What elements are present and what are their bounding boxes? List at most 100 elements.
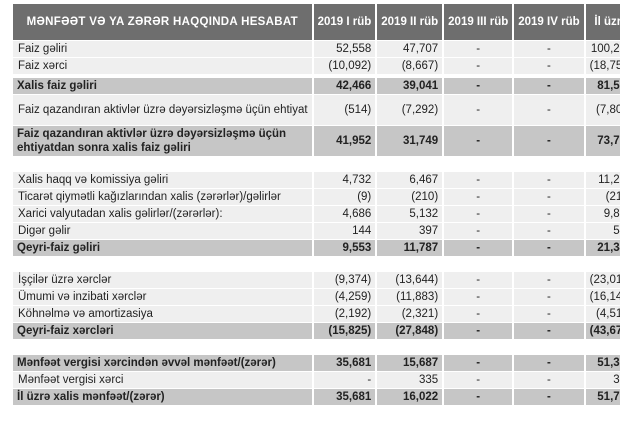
row-label: Qeyri-faiz gəliri bbox=[13, 240, 312, 256]
cell-value: 9,818 bbox=[585, 206, 620, 222]
spacer bbox=[13, 157, 620, 171]
cell-value: 6,467 bbox=[377, 172, 443, 188]
row-label: Faiz qazandıran aktivlər üzrə dəyərsizlə… bbox=[13, 95, 312, 125]
cell-value: - bbox=[444, 306, 513, 322]
spacer-row bbox=[13, 257, 620, 271]
row-label: Digər gəlir bbox=[13, 223, 312, 239]
table-row: Faiz qazandıran aktivlər üzrə dəyərsizlə… bbox=[13, 95, 620, 125]
cell-value: - bbox=[514, 126, 584, 156]
cell-value: (2,192) bbox=[313, 306, 376, 322]
cell-value: (8,667) bbox=[377, 58, 443, 74]
table-row: Ümumi və inzibati xərclər (4,259) (11,883)… bbox=[13, 289, 620, 305]
cell-value: (7,292) bbox=[377, 95, 443, 125]
table-row: Ticarət qiymətli kağızlarından xalis (zə… bbox=[13, 189, 620, 205]
row-label: Köhnəlmə və amortizasiya bbox=[13, 306, 312, 322]
row-label: Xalis haqq və komissiya gəliri bbox=[13, 172, 312, 188]
cell-value: 4,732 bbox=[313, 172, 376, 188]
row-label: Faiz xərci bbox=[13, 58, 312, 74]
cell-value: 51,368 bbox=[585, 355, 620, 371]
cell-value: 100,265 bbox=[585, 41, 620, 57]
spacer bbox=[13, 257, 620, 271]
row-label: Mənfəət vergisi xərcindən əvvəl mənfəət/… bbox=[13, 355, 312, 371]
spacer bbox=[13, 340, 620, 354]
cell-value: 51,703 bbox=[585, 389, 620, 405]
row-label: Xarici valyutadan xalis gəlirlər/(zərərl… bbox=[13, 206, 312, 222]
cell-value: 42,466 bbox=[313, 78, 376, 94]
table-row: Xarici valyutadan xalis gəlirlər/(zərərl… bbox=[13, 206, 620, 222]
table-row: Faiz xərci(10,092)(8,667)--(18,759) bbox=[13, 58, 620, 74]
table-row: İşçilər üzrə xərclər (9,374) (13,644) - - (23… bbox=[13, 272, 620, 288]
cell-value: (15,825) bbox=[313, 323, 376, 339]
cell-value: - bbox=[514, 289, 584, 305]
row-label: Mənfəət vergisi xərci bbox=[13, 372, 312, 388]
spacer-row bbox=[13, 75, 620, 77]
cell-value: (514) bbox=[313, 95, 376, 125]
cell-value: - bbox=[514, 372, 584, 388]
cell-value: - bbox=[514, 223, 584, 239]
cell-value: (10,092) bbox=[313, 58, 376, 74]
cell-value: - bbox=[444, 206, 513, 222]
cell-value: (13,644) bbox=[377, 272, 443, 288]
cell-value: - bbox=[514, 240, 584, 256]
cell-value: (9,374) bbox=[313, 272, 376, 288]
column-header: İl üzrə bbox=[585, 4, 620, 40]
cell-value: - bbox=[444, 78, 513, 94]
cell-value: - bbox=[444, 372, 513, 388]
cell-value: (210) bbox=[377, 189, 443, 205]
table-row: Xalis haqq və komissiya gəliri 4,732 6,467… bbox=[13, 172, 620, 188]
cell-value: 11,787 bbox=[377, 240, 443, 256]
cell-value: - bbox=[514, 306, 584, 322]
cell-value: - bbox=[514, 323, 584, 339]
cell-value: 31,749 bbox=[377, 126, 443, 156]
cell-value: - bbox=[444, 289, 513, 305]
cell-value: 21,340 bbox=[585, 240, 620, 256]
cell-value: - bbox=[444, 272, 513, 288]
cell-value: 35,681 bbox=[313, 355, 376, 371]
cell-value: - bbox=[444, 323, 513, 339]
row-label: Faiz gəliri bbox=[13, 41, 312, 57]
cell-value: - bbox=[444, 172, 513, 188]
column-header: 2019 III rüb bbox=[444, 4, 513, 40]
cell-value: (23,018) bbox=[585, 272, 620, 288]
cell-value: - bbox=[444, 389, 513, 405]
cell-value: - bbox=[514, 206, 584, 222]
cell-value: 47,707 bbox=[377, 41, 443, 57]
cell-value: (27,848) bbox=[377, 323, 443, 339]
cell-value: - bbox=[514, 78, 584, 94]
cell-value: (2,321) bbox=[377, 306, 443, 322]
row-label: Ticarət qiymətli kağızlarından xalis (zə… bbox=[13, 189, 312, 205]
cell-value: 397 bbox=[377, 223, 443, 239]
column-header: 2019 IV rüb bbox=[514, 4, 584, 40]
cell-value: - bbox=[514, 95, 584, 125]
row-label: Qeyri-faiz xərcləri bbox=[13, 323, 312, 339]
cell-value: - bbox=[514, 172, 584, 188]
cell-value: (4,513) bbox=[585, 306, 620, 322]
column-header: 2019 I rüb bbox=[313, 4, 376, 40]
cell-value: 16,022 bbox=[377, 389, 443, 405]
cell-value: 541 bbox=[585, 223, 620, 239]
cell-value: 335 bbox=[585, 372, 620, 388]
cell-value: - bbox=[444, 126, 513, 156]
cell-value: 335 bbox=[377, 372, 443, 388]
cell-value: - bbox=[514, 389, 584, 405]
cell-value: 15,687 bbox=[377, 355, 443, 371]
cell-value: (11,883) bbox=[377, 289, 443, 305]
cell-value: 11,200 bbox=[585, 172, 620, 188]
table-title: MƏNFƏƏT VƏ YA ZƏRƏR HAQQINDA HESABAT bbox=[13, 4, 312, 40]
row-label: İşçilər üzrə xərclər bbox=[13, 272, 312, 288]
cell-value: (7,806) bbox=[585, 95, 620, 125]
table-row: Faiz qazandıran aktivlər üzrə dəyərsizlə… bbox=[13, 126, 620, 156]
cell-value: (4,259) bbox=[313, 289, 376, 305]
spacer-row bbox=[13, 157, 620, 171]
cell-value: (18,759) bbox=[585, 58, 620, 74]
cell-value: - bbox=[444, 41, 513, 57]
table-row: Qeyri-faiz xərcləri (15,825) (27,848) - - (43… bbox=[13, 323, 620, 339]
cell-value: 144 bbox=[313, 223, 376, 239]
row-label: Ümumi və inzibati xərclər bbox=[13, 289, 312, 305]
cell-value: - bbox=[444, 223, 513, 239]
row-label: Faiz qazandıran aktivlər üzrə dəyərsizlə… bbox=[13, 126, 312, 156]
header-row: MƏNFƏƏT VƏ YA ZƏRƏR HAQQINDA HESABAT 201… bbox=[13, 4, 620, 40]
